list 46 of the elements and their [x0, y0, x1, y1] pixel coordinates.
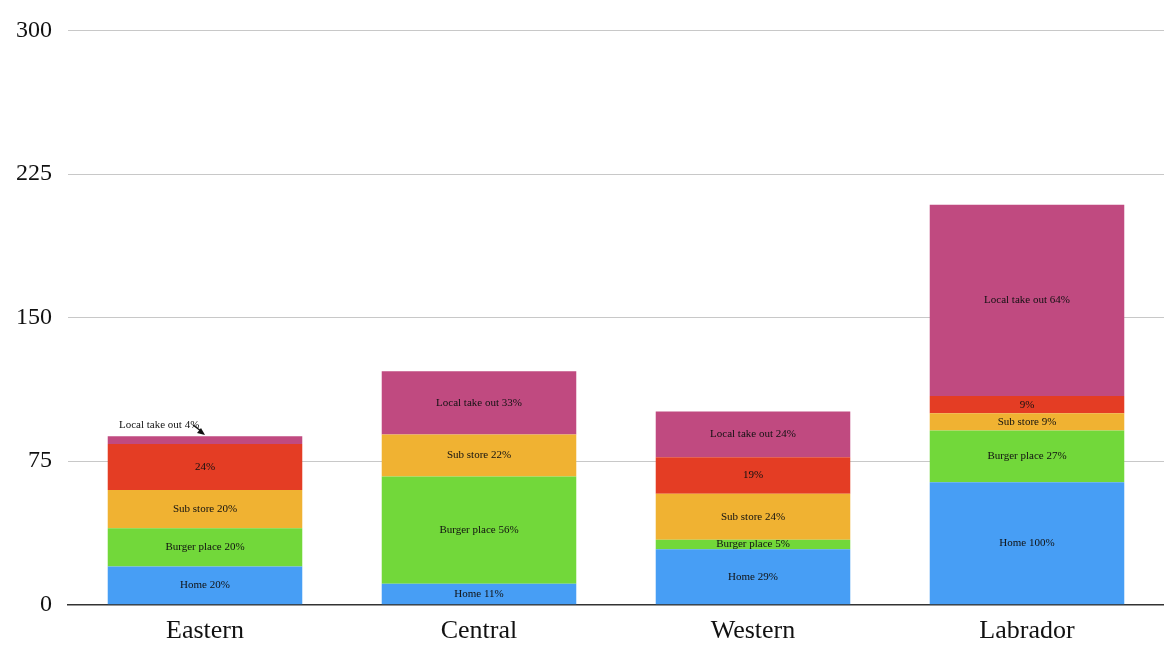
data-label: 24% [194, 459, 216, 472]
bar [107, 528, 303, 567]
x-tick-label: Western [710, 615, 796, 645]
bar [929, 396, 1125, 414]
y-tick-label: 0 [40, 590, 52, 617]
data-label: Sub store 20% [172, 501, 238, 514]
data-label: Burger place 5% [716, 537, 790, 550]
data-label: Sub store 24% [720, 509, 786, 522]
bar [107, 436, 303, 444]
bar [381, 434, 577, 477]
data-label: Home 11% [454, 586, 504, 599]
data-label: Burger place 27% [987, 449, 1067, 462]
y-tick-label: 300 [16, 15, 52, 42]
bar [107, 443, 303, 490]
y-tick-label: 150 [16, 302, 52, 329]
data-label: Home 29% [728, 569, 778, 582]
bar [107, 489, 303, 529]
data-label: Home 20% [180, 578, 230, 591]
data-label: Burger place 20% [165, 540, 245, 553]
bar [381, 371, 577, 435]
x-tick-label: Labrador [979, 615, 1075, 645]
bar [381, 476, 577, 584]
data-label: Local take out 24% [710, 427, 796, 440]
x-tick-label: Eastern [166, 615, 244, 645]
bar [381, 583, 577, 605]
y-tick-label: 75 [28, 446, 52, 473]
x-tick-label: Central [440, 615, 518, 645]
data-label: Local take out 64% [984, 293, 1070, 306]
bar [655, 549, 851, 605]
annotation: Local take out 4% [119, 418, 200, 431]
bar [107, 566, 303, 605]
bar [655, 457, 851, 494]
y-tick-label: 225 [16, 159, 52, 186]
bar [655, 493, 851, 540]
bar [655, 411, 851, 458]
data-label: 9% [1019, 397, 1035, 410]
data-label: Local take out 33% [436, 395, 522, 408]
data-label: Sub store 9% [997, 414, 1057, 427]
data-label: Sub store 22% [446, 448, 512, 461]
data-label: Home 100% [999, 536, 1055, 549]
data-label: Burger place 56% [439, 523, 519, 536]
data-label: 19% [742, 468, 764, 481]
bar [929, 482, 1125, 605]
bar [929, 430, 1125, 483]
bar [929, 204, 1125, 397]
bar [929, 413, 1125, 431]
